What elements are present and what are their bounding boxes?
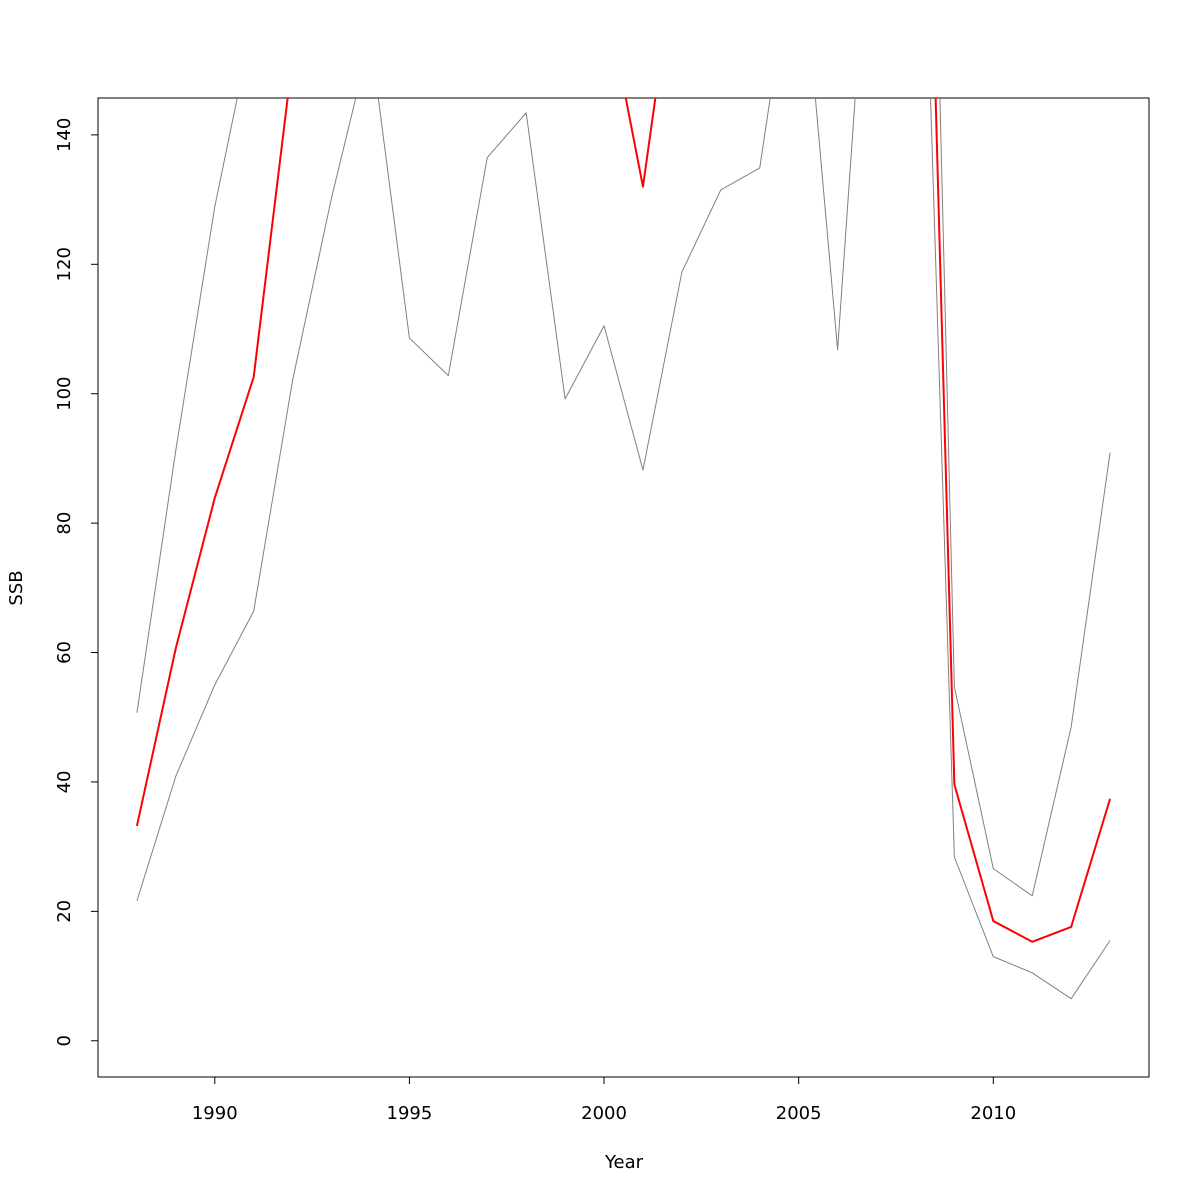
y-tick-label: 0	[54, 1035, 75, 1046]
y-tick-label: 40	[54, 770, 75, 793]
x-tick-label: 2000	[581, 1103, 627, 1124]
y-tick-label: 120	[54, 247, 75, 281]
y-tick-label: 140	[54, 118, 75, 152]
x-tick-label: 1990	[192, 1103, 238, 1124]
y-tick-label: 20	[54, 900, 75, 923]
x-axis-label: Year	[604, 1152, 644, 1173]
series-line	[136, 98, 1111, 897]
x-tick-label: 2010	[970, 1103, 1016, 1124]
y-axis-label: SSB	[6, 570, 27, 605]
y-tick-label: 60	[54, 641, 75, 664]
lines	[135, 98, 1112, 1000]
series-line	[136, 98, 1111, 1000]
plot-box	[97, 97, 1150, 1078]
x-tick-label: 2005	[776, 1103, 822, 1124]
y-tick-label: 100	[54, 377, 75, 411]
series-line	[135, 98, 1112, 943]
y-tick-label: 80	[54, 512, 75, 535]
x-tick-label: 1995	[387, 1103, 433, 1124]
